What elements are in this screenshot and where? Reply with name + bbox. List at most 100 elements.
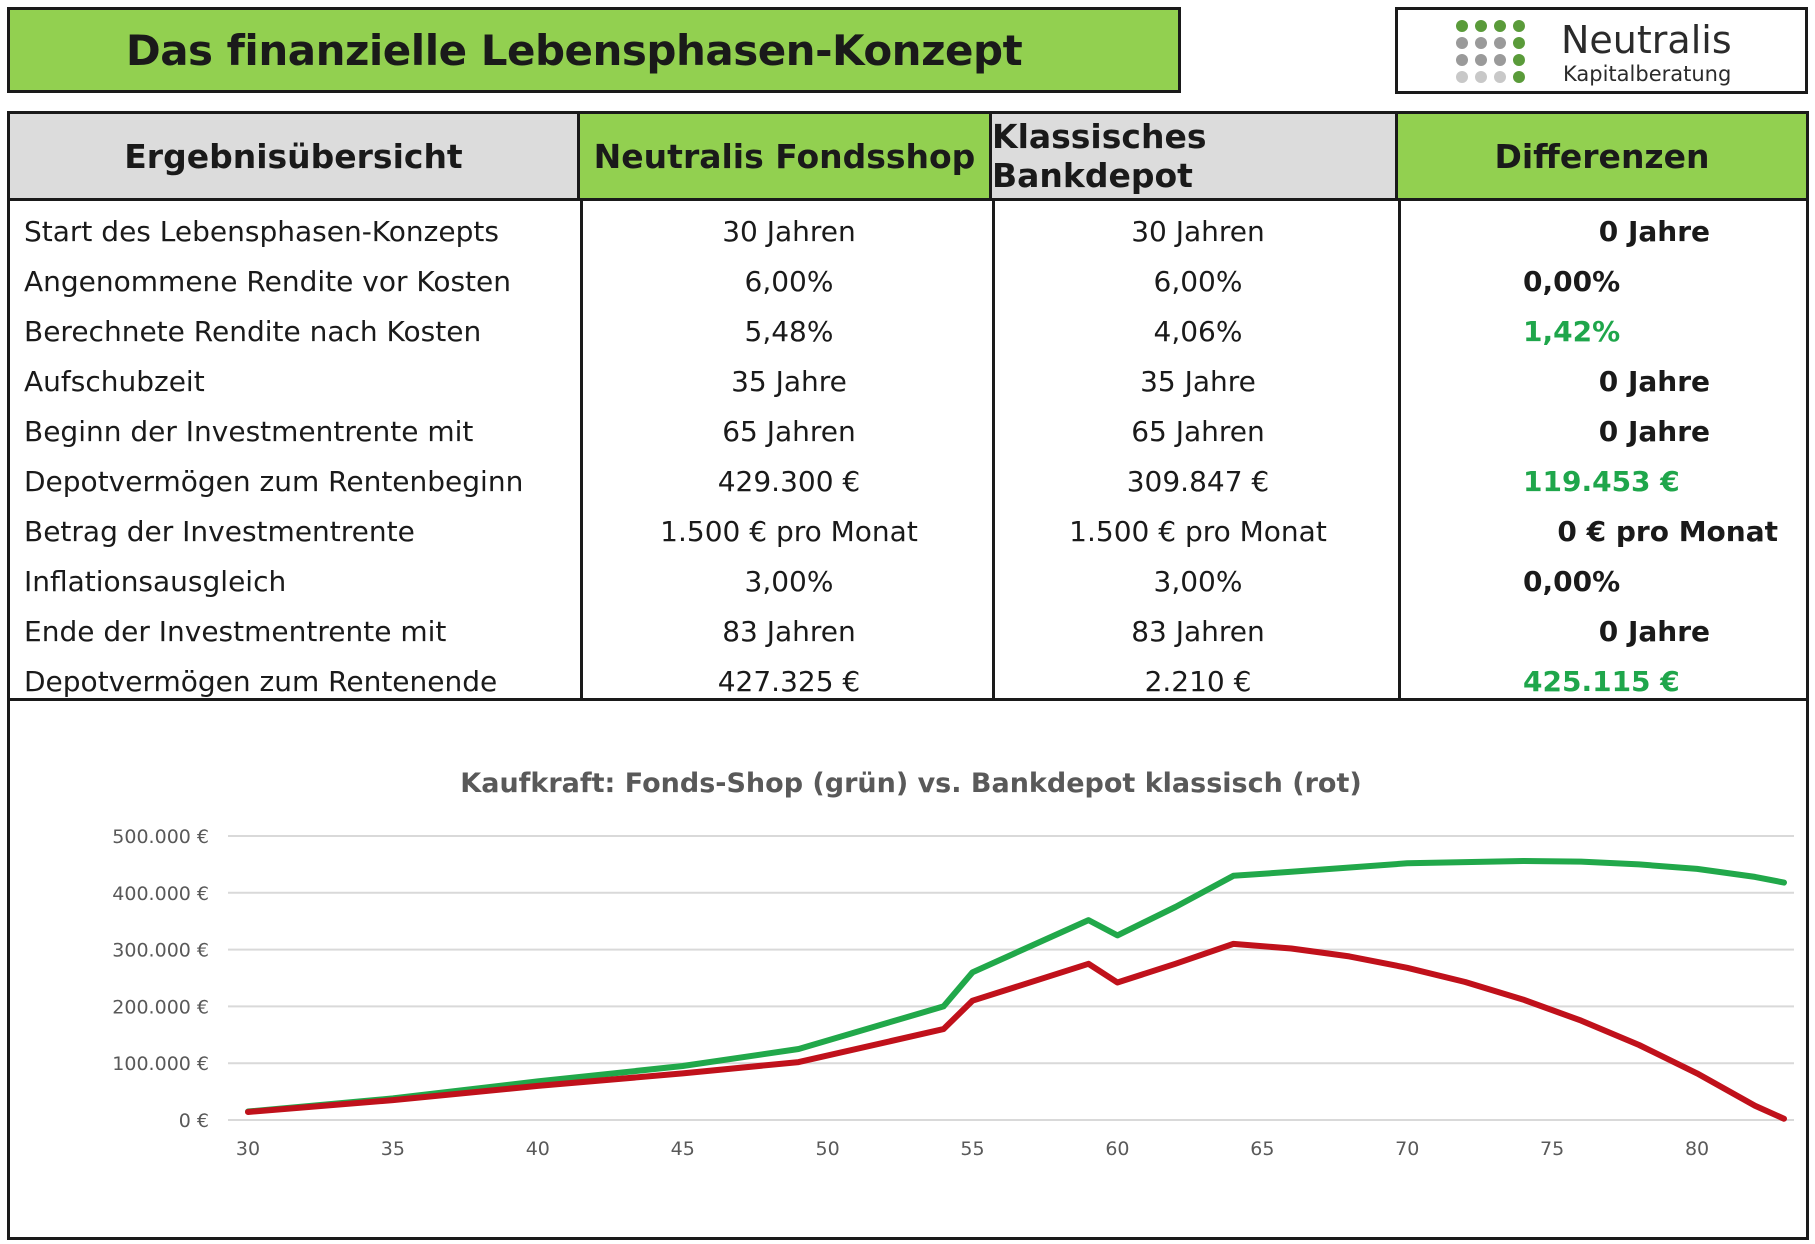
- y-tick-label: 0 €: [179, 1110, 209, 1132]
- logo-dot: [1513, 37, 1525, 49]
- fondsshop-value: 1.500 € pro Monat: [660, 515, 918, 548]
- bankdepot-value: 4,06%: [1153, 315, 1243, 348]
- logo-dot: [1513, 71, 1525, 83]
- logo-dot: [1494, 71, 1506, 83]
- page-title-banner: Das finanzielle Lebensphasen-Konzept: [7, 7, 1181, 93]
- table-row: Depotvermögen zum Rentenbeginn 429.300 € 3…: [10, 457, 1806, 507]
- fondsshop-value: 5,48%: [744, 315, 834, 348]
- logo-dots-icon: [1456, 20, 1536, 90]
- x-tick-label: 40: [526, 1138, 550, 1160]
- page-title: Das finanzielle Lebensphasen-Konzept: [125, 25, 1023, 75]
- logo-dot: [1475, 71, 1487, 83]
- logo-dot: [1494, 20, 1506, 32]
- chart-container: Kaufkraft: Fonds-Shop (grün) vs. Bankdep…: [7, 698, 1809, 1240]
- bankdepot-value: 30 Jahren: [1131, 215, 1265, 248]
- y-tick-label: 200.000 €: [112, 996, 209, 1018]
- difference-value: 0 Jahre: [1598, 365, 1710, 398]
- logo-dot: [1513, 20, 1525, 32]
- x-tick-label: 50: [816, 1138, 840, 1160]
- logo-name: Neutralis: [1561, 18, 1732, 62]
- fondsshop-value: 30 Jahren: [722, 215, 856, 248]
- fondsshop-value: 6,00%: [744, 265, 834, 298]
- x-tick-label: 55: [960, 1138, 984, 1160]
- difference-value: 119.453 €: [1523, 465, 1680, 498]
- row-label: Angenommene Rendite vor Kosten: [24, 265, 512, 298]
- header-klassisches-bankdepot: Klassisches Bankdepot: [992, 114, 1398, 201]
- logo-dot: [1475, 20, 1487, 32]
- x-tick-label: 65: [1250, 1138, 1274, 1160]
- difference-value: 1,42%: [1523, 315, 1621, 348]
- column-divider: [992, 201, 995, 698]
- logo: Neutralis Kapitalberatung: [1395, 7, 1808, 94]
- x-tick-label: 60: [1105, 1138, 1129, 1160]
- row-label: Ende der Investmentrente mit: [24, 615, 447, 648]
- fondsshop-value: 3,00%: [744, 565, 834, 598]
- y-tick-label: 300.000 €: [112, 940, 209, 962]
- x-tick-label: 80: [1685, 1138, 1709, 1160]
- logo-dot: [1456, 37, 1468, 49]
- x-tick-label: 45: [671, 1138, 695, 1160]
- bankdepot-value: 309.847 €: [1126, 465, 1270, 498]
- x-tick-label: 75: [1540, 1138, 1564, 1160]
- fondsshop-value: 83 Jahren: [722, 615, 856, 648]
- header-differenzen: Differenzen: [1398, 114, 1806, 201]
- y-tick-label: 400.000 €: [112, 883, 209, 905]
- bankdepot-value: 65 Jahren: [1131, 415, 1265, 448]
- row-label: Berechnete Rendite nach Kosten: [24, 315, 482, 348]
- difference-value: 0,00%: [1523, 565, 1621, 598]
- row-label: Inflationsausgleich: [24, 565, 287, 598]
- kaufkraft-line-chart: 0 € 100.000 € 200.000 € 300.000 € 400.000 € 5…: [112, 826, 1794, 1160]
- fondsshop-value: 427.325 €: [717, 665, 861, 698]
- series-line-fonds-shop: [245, 858, 1787, 1115]
- column-divider: [1398, 201, 1401, 698]
- difference-value: 425.115 €: [1523, 665, 1680, 698]
- logo-dot: [1513, 54, 1525, 66]
- column-divider: [580, 201, 583, 698]
- difference-value: 0 € pro Monat: [1557, 515, 1778, 548]
- y-tick-label: 100.000 €: [112, 1053, 209, 1075]
- row-label: Beginn der Investmentrente mit: [24, 415, 474, 448]
- bankdepot-value: 6,00%: [1153, 265, 1243, 298]
- logo-dot: [1456, 71, 1468, 83]
- table-row: Aufschubzeit 35 Jahre 35 Jahre 0 Jahre: [10, 357, 1806, 407]
- header-neutralis-fondsshop: Neutralis Fondsshop: [580, 114, 992, 201]
- x-tick-label: 30: [236, 1138, 260, 1160]
- series-line-bankdepot-klassisch: [245, 940, 1787, 1122]
- row-label: Aufschubzeit: [24, 365, 205, 398]
- logo-dot: [1475, 54, 1487, 66]
- table-row: Depotvermögen zum Rentenende 427.325 € 2.2…: [10, 657, 1806, 707]
- table-row: Inflationsausgleich 3,00% 3,00% 0,00%: [10, 557, 1806, 607]
- row-label: Start des Lebensphasen-Konzepts: [24, 215, 499, 248]
- table-row: Angenommene Rendite vor Kosten 6,00% 6,00%…: [10, 257, 1806, 307]
- table-row: Berechnete Rendite nach Kosten 5,48% 4,06%…: [10, 307, 1806, 357]
- logo-dot: [1494, 54, 1506, 66]
- difference-value: 0,00%: [1523, 265, 1621, 298]
- table-row: Start des Lebensphasen-Konzepts 30 Jahren…: [10, 207, 1806, 257]
- header-ergebnisuebersicht: Ergebnisübersicht: [10, 114, 580, 201]
- bankdepot-value: 1.500 € pro Monat: [1069, 515, 1327, 548]
- logo-dot: [1494, 37, 1506, 49]
- bankdepot-value: 3,00%: [1153, 565, 1243, 598]
- fondsshop-value: 429.300 €: [717, 465, 861, 498]
- difference-value: 0 Jahre: [1598, 615, 1710, 648]
- logo-dot: [1456, 20, 1468, 32]
- fondsshop-value: 35 Jahre: [731, 365, 847, 398]
- table-row: Betrag der Investmentrente 1.500 € pro Mo…: [10, 507, 1806, 557]
- results-table: Ergebnisübersicht Neutralis Fondsshop Kl…: [7, 111, 1809, 701]
- row-label: Depotvermögen zum Rentenbeginn: [24, 465, 524, 498]
- bankdepot-value: 83 Jahren: [1131, 615, 1265, 648]
- bankdepot-value: 2.210 €: [1144, 665, 1252, 698]
- logo-dot: [1456, 54, 1468, 66]
- difference-value: 0 Jahre: [1598, 215, 1710, 248]
- logo-subtitle: Kapitalberatung: [1563, 62, 1732, 86]
- difference-value: 0 Jahre: [1598, 415, 1710, 448]
- row-label: Betrag der Investmentrente: [24, 515, 415, 548]
- table-row: Ende der Investmentrente mit 83 Jahren 83 …: [10, 607, 1806, 657]
- fondsshop-value: 65 Jahren: [722, 415, 856, 448]
- x-tick-label: 70: [1395, 1138, 1419, 1160]
- x-tick-label: 35: [381, 1138, 405, 1160]
- y-tick-label: 500.000 €: [112, 826, 209, 848]
- logo-dot: [1475, 37, 1487, 49]
- row-label: Depotvermögen zum Rentenende: [24, 665, 498, 698]
- table-row: Beginn der Investmentrente mit 65 Jahren 6…: [10, 407, 1806, 457]
